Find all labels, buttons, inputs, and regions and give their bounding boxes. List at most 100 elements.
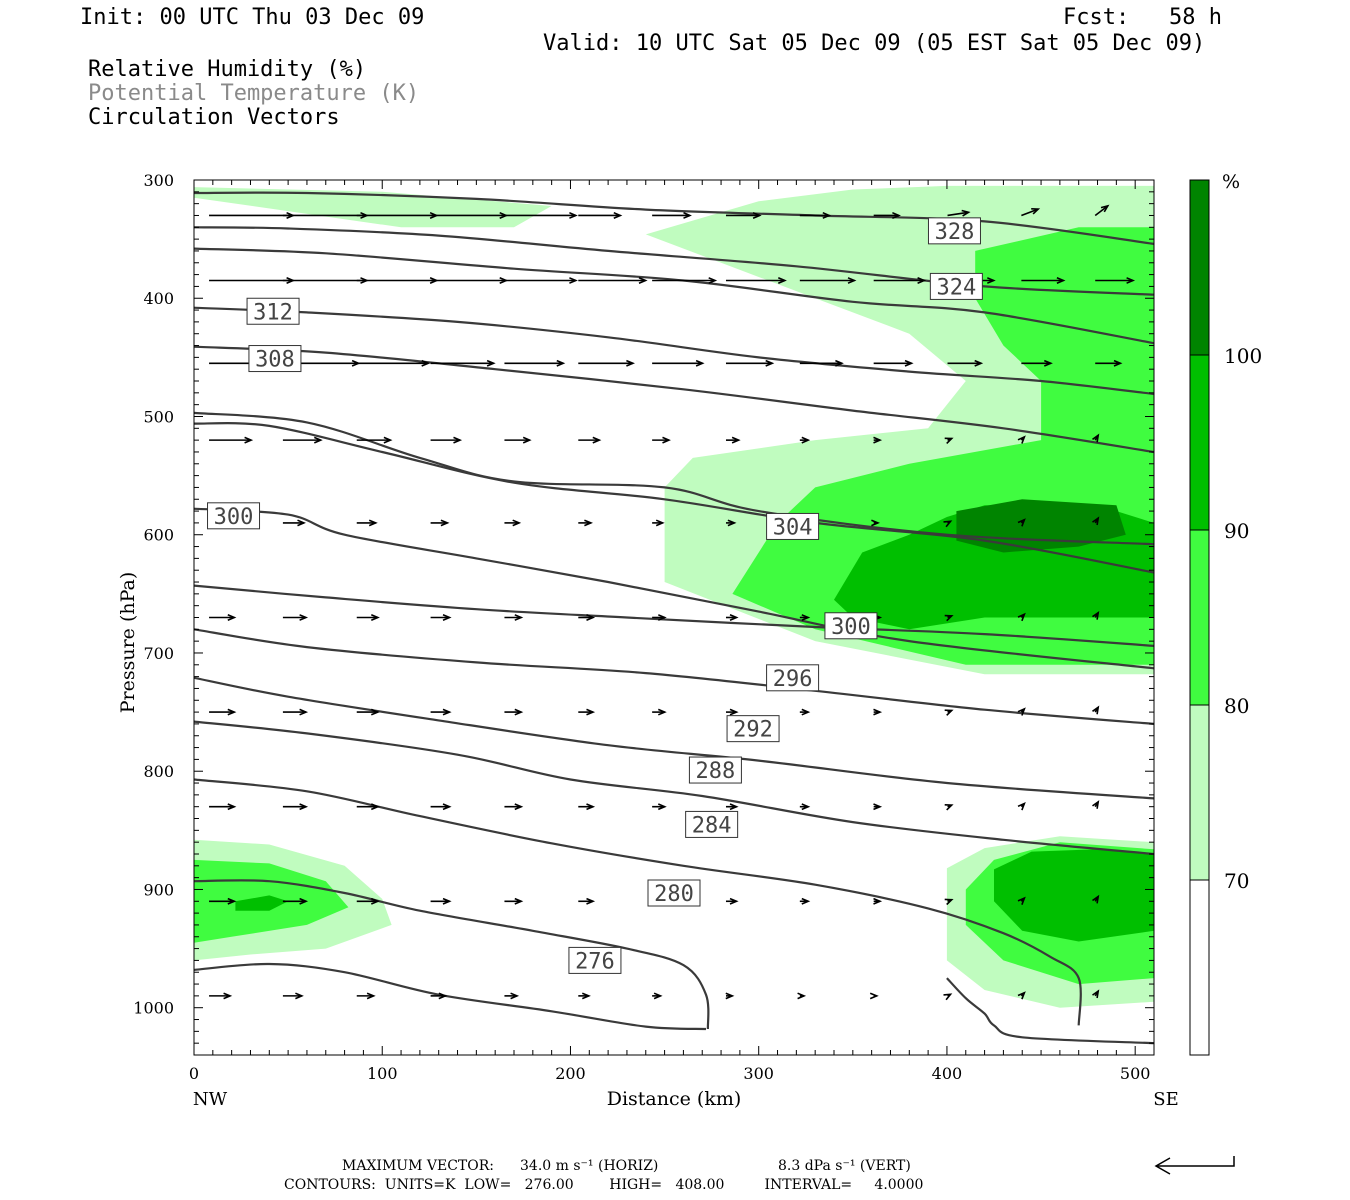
colorbar-segment: [1189, 879, 1210, 1056]
colorbar-segment: [1189, 704, 1210, 881]
vector-head: [801, 436, 811, 444]
circulation-vector: [504, 708, 524, 716]
circulation-vector: [356, 614, 380, 621]
colorbar-unit: %: [1222, 171, 1240, 193]
vector-head: [847, 277, 857, 284]
vector-head: [944, 898, 954, 906]
vector-head: [1092, 516, 1100, 526]
contour-label-box: [929, 272, 983, 300]
theta-contour-280: [194, 879, 710, 1030]
vector-head: [442, 803, 452, 811]
vector-head: [421, 359, 431, 367]
circulation-vector: [504, 992, 520, 1000]
circulation-vector: [578, 897, 596, 905]
colorbar-segment: [1189, 529, 1210, 706]
circulation-vector: [652, 519, 665, 527]
vector-head: [944, 709, 954, 716]
circulation-vector: [652, 708, 667, 716]
vector-head: [370, 708, 380, 716]
vector-head: [440, 519, 450, 527]
circulation-vector: [1017, 518, 1026, 527]
vector-head: [1092, 433, 1100, 443]
x-tick-label: 400: [932, 1064, 963, 1083]
vector-head: [917, 277, 927, 284]
vector-head: [514, 708, 524, 716]
circulation-vector: [799, 436, 811, 444]
theta-contour-288: [194, 720, 1154, 856]
circulation-vector: [871, 519, 880, 527]
x-endpoint-nw: NW: [193, 1089, 228, 1110]
circulation-vector: [430, 614, 452, 621]
rh-region-70: [194, 187, 552, 228]
circulation-vector: [873, 436, 883, 444]
vector-head: [442, 897, 452, 905]
vector-head: [1017, 612, 1026, 622]
vector-head: [227, 897, 237, 905]
vector-head: [657, 708, 667, 716]
contour-label-box: [246, 297, 300, 325]
circulation-vector: [725, 277, 787, 284]
contour-label-284: 284: [685, 810, 739, 838]
circulation-vector: [873, 708, 883, 716]
circulation-vector: [1094, 204, 1110, 217]
vector-head: [904, 359, 914, 367]
circulation-vector: [430, 803, 452, 811]
theta-contour: [194, 411, 1154, 546]
vector-head: [801, 803, 811, 811]
vector-head: [725, 992, 735, 1000]
circulation-vector: [1092, 800, 1100, 809]
vector-head: [892, 211, 901, 219]
circulation-vector: [1017, 612, 1026, 622]
vector-head: [1043, 359, 1053, 367]
vector-head: [1031, 208, 1041, 215]
vector-head: [244, 436, 254, 444]
circulation-vector: [1017, 802, 1026, 811]
y-axis-label: Pressure (hPa): [117, 572, 139, 714]
circulation-vector: [1092, 894, 1100, 904]
circulation-vector: [652, 803, 667, 811]
vector-head: [514, 614, 524, 621]
circulation-vector: [356, 708, 380, 716]
contour-label-text: 312: [253, 300, 293, 325]
circulation-vector: [725, 708, 739, 716]
colorbar-label: 70: [1224, 869, 1249, 893]
circulation-vector: [1092, 705, 1100, 715]
circulation-vector: [873, 359, 914, 367]
vector-head: [777, 277, 787, 284]
vector-head: [873, 708, 883, 716]
contour-label-text: 288: [696, 759, 736, 784]
circulation-vector: [799, 614, 811, 621]
theta-contour: [946, 977, 1154, 1045]
contour-label-text: 308: [255, 348, 295, 373]
vector-head: [731, 436, 741, 444]
circulation-vector: [947, 209, 971, 217]
vector-head: [944, 437, 954, 444]
vector-head: [1126, 277, 1136, 284]
theta-contour-324: [194, 226, 1154, 296]
vector-head: [1017, 518, 1026, 527]
circulation-vector: [282, 614, 309, 621]
circulation-vector: [652, 359, 705, 367]
colorbar-segment: [1189, 354, 1210, 531]
vector-shaft: [1021, 208, 1039, 217]
vector-head: [586, 897, 596, 905]
circulation-vector: [725, 614, 739, 621]
circulation-vector: [1095, 359, 1123, 367]
vector-head: [695, 359, 705, 367]
circulation-vector: [869, 992, 879, 1000]
max-vector-horiz: 34.0 m s⁻¹ (HORIZ): [520, 1158, 659, 1174]
vector-head: [801, 614, 811, 621]
vector-head: [727, 519, 737, 527]
vector-head: [797, 992, 807, 1000]
circulation-vector: [652, 992, 663, 1000]
field-theta-title: Potential Temperature (K): [88, 81, 420, 106]
circulation-vector: [504, 211, 578, 219]
circulation-vector: [725, 992, 735, 1000]
contour-label-box: [824, 612, 878, 640]
circulation-vector: [356, 359, 431, 367]
vector-head: [227, 803, 237, 811]
vector-head: [869, 992, 879, 1000]
max-vector-label: MAXIMUM VECTOR:: [342, 1158, 494, 1174]
colorbar-label: 80: [1224, 694, 1249, 718]
x-endpoint-se: SE: [1153, 1089, 1178, 1110]
